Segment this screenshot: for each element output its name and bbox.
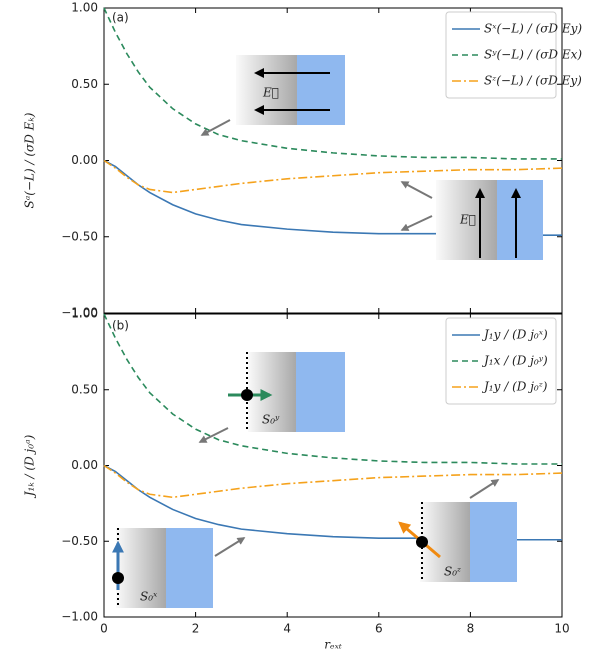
legend-label: J₁x / (D j₀ʸ) <box>481 354 548 368</box>
series-line <box>104 466 562 498</box>
legend-label: J₁y / (D j₀ᶻ) <box>481 380 548 394</box>
inset-blue <box>470 502 517 582</box>
spin-dot <box>112 572 124 584</box>
y-axis-label: Sᵃ(−L) / (σD Eₖ) <box>23 112 37 208</box>
inset-blue <box>296 352 345 432</box>
y-tick-label: −0.50 <box>61 229 98 243</box>
legend-label: Sˣ(−L) / (σD Ey) <box>484 22 582 36</box>
legend-label: Sʸ(−L) / (σD Ex) <box>484 48 582 62</box>
y-axis-label: J₁ₖ / (D j₀ᵃ) <box>23 434 37 499</box>
y-tick-label: −0.50 <box>61 534 98 548</box>
annotation: S₀ᶻ <box>444 565 462 579</box>
inset-blue <box>166 528 213 608</box>
y-tick-label: 1.00 <box>71 1 98 15</box>
x-tick-label: 8 <box>467 622 475 636</box>
x-tick-label: 0 <box>100 622 108 636</box>
spin-dot <box>416 536 428 548</box>
x-axis-label: rₑₓₜ <box>324 638 342 652</box>
pointer-arrow <box>402 182 432 198</box>
annotation: E⃗ <box>459 213 476 227</box>
pointer-arrow <box>215 538 244 556</box>
inset-blue <box>497 180 543 260</box>
y-tick-label: 1.00 <box>71 307 98 321</box>
x-tick-label: 2 <box>192 622 200 636</box>
figure: −1.00 −0.50 0.00 0.50 1.00 Sᵃ(−L) / (σD Eₖ) Sˣ… <box>0 0 591 655</box>
legend-label: J₁y / (D j₀ˣ) <box>481 328 548 342</box>
spin-dot <box>241 389 253 401</box>
annotation: S₀ˣ <box>140 590 158 604</box>
annotation: E⃗ <box>262 86 279 100</box>
x-tick-label: 4 <box>283 622 291 636</box>
y-tick-label: 0.00 <box>71 458 98 472</box>
inset-blue <box>297 55 345 125</box>
annotation: S₀ʸ <box>262 413 280 427</box>
x-tick-label: 6 <box>375 622 383 636</box>
y-tick-label: 0.50 <box>71 77 98 91</box>
pointer-arrow <box>402 216 432 230</box>
x-tick-label: 10 <box>554 622 569 636</box>
y-tick-label: 0.50 <box>71 382 98 396</box>
annotation: (b) <box>112 319 129 333</box>
y-tick-label: 0.00 <box>71 153 98 167</box>
pointer-arrow <box>470 480 498 498</box>
pointer-arrow <box>200 428 228 442</box>
y-tick-label: −1.00 <box>61 610 98 624</box>
legend-label: Sᶻ(−L) / (σD Ey) <box>484 74 582 88</box>
annotation: (a) <box>112 11 129 25</box>
